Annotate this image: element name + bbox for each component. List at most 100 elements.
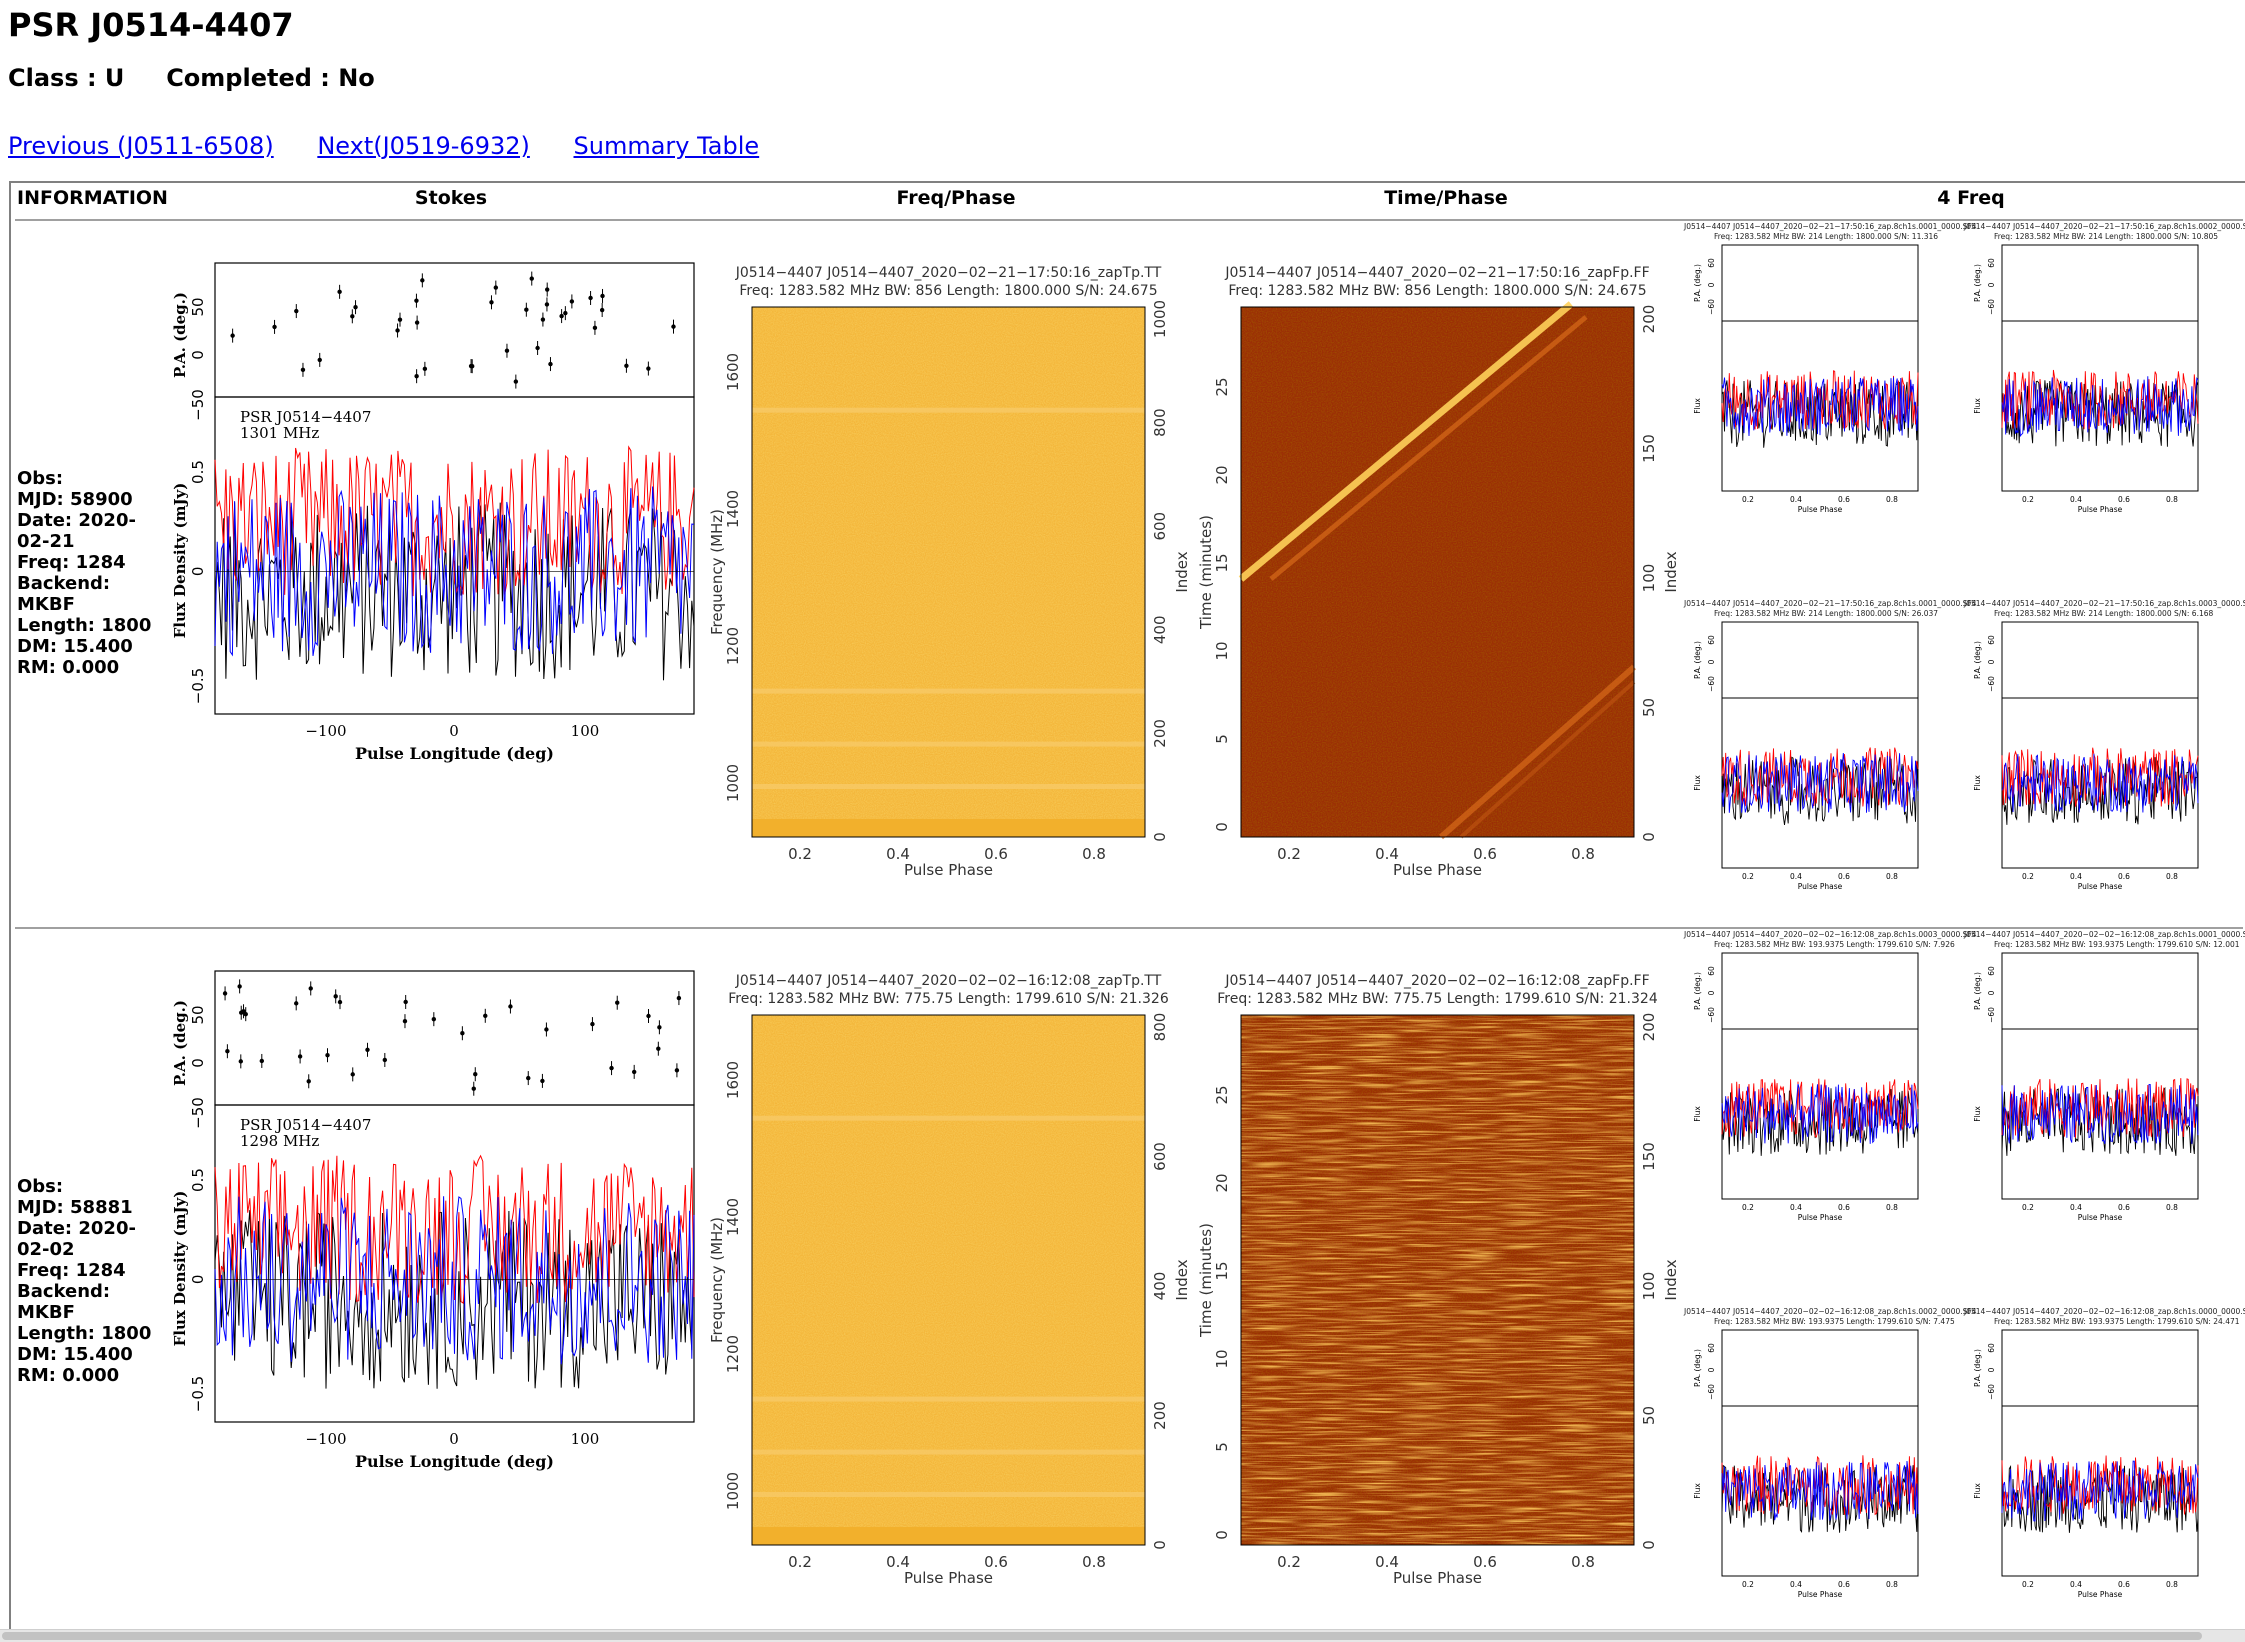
sub-pa-panel [1721,1329,1919,1407]
info-obs: Obs: [17,1176,64,1197]
sub-pa-tick: 0 [1707,659,1716,664]
pulse-track [1269,315,1588,581]
sub-stokes-v [2001,376,2199,438]
flux-panel [214,1104,695,1423]
pa-point [402,1018,408,1024]
pa-point [297,1054,303,1059]
plot-subtitle: Freq: 1283.582 MHz BW: 856 Length: 1800.… [1228,283,1646,299]
pa-point [493,285,499,290]
sub-flux-axis: Flux [1973,1106,1982,1122]
header-freq-phase: Freq/Phase [896,187,1016,209]
time-phase-noise [1241,307,1634,837]
pa-point [397,317,403,322]
pa-point [294,308,299,314]
pa-point [544,1027,549,1032]
y-tick: 0 [1213,822,1231,832]
pa-point [646,366,651,371]
right-tick: 400 [1151,1272,1169,1301]
sub-pa-tick: 60 [1707,966,1716,976]
sub-pa-tick: −60 [1987,1384,1996,1400]
y-tick: 25 [1213,1085,1231,1104]
plot-frame [751,1014,1146,1546]
sub-pa-panel [2001,952,2199,1030]
y-tick: 1400 [724,1198,742,1236]
sub-pa-panel [2001,244,2199,322]
plot-title: J0514−4407 J0514−4407_2020−02−02−16:12:0… [1224,973,1649,989]
x-tick: −100 [305,1430,346,1448]
sub-stokes-v [2001,1084,2199,1145]
mhz-label: 1301 MHz [240,424,319,442]
sub-freq-plot: J0514−4407 J0514−4407_2020−02−02−16:12:0… [1683,930,1977,1222]
sub-x-tick: 0.4 [2070,495,2082,504]
sub-stokes-v [2001,1460,2199,1522]
sub-stokes-v [2001,753,2199,813]
sub-pa-tick: 0 [1987,1367,1996,1372]
header-time-phase: Time/Phase [1384,187,1508,209]
rfi-band [752,741,1145,747]
sub-pa-tick: −60 [1707,1384,1716,1400]
flux-tick: 0 [189,567,207,577]
pa-point [615,1000,620,1005]
pa-point [559,313,564,319]
right-tick: 400 [1151,615,1169,644]
sub-pa-tick: 0 [1707,990,1716,995]
info-obs: Obs: [17,468,64,489]
sub-pa-panel [1721,621,1919,699]
y-tick: 10 [1213,1349,1231,1368]
pa-point [646,1013,651,1019]
sub-flux-axis: Flux [1693,775,1702,791]
pa-point [308,986,313,991]
right-tick: 200 [1151,1401,1169,1430]
sub-x-tick: 0.4 [2070,1580,2082,1589]
info-backend: Backend: MKBF [17,1281,111,1323]
sub-freq-plot: J0514−4407 J0514−4407_2020−02−21−17:50:1… [1683,599,1977,891]
pa-point [631,1069,637,1075]
pa-point [337,999,343,1005]
time-phase-streaks [1241,1015,1634,1545]
pa-point [529,276,534,281]
right-tick: 200 [1640,305,1658,334]
sub-x-tick: 0.8 [1886,872,1898,881]
y-tick: 1000 [724,1472,742,1510]
pa-point [225,1049,230,1054]
sub-x-tick: 0.6 [1838,1580,1850,1589]
horizontal-scrollbar[interactable] [0,1629,2245,1642]
right-tick: 600 [1151,512,1169,541]
y-tick: 15 [1213,553,1231,572]
next-link[interactable]: Next(J0519-6932) [317,132,530,160]
y-tick: 5 [1213,1442,1231,1452]
x-tick: 0.2 [788,1553,812,1571]
sub-x-tick: 0.8 [1886,1580,1898,1589]
sub-pa-axis: P.A. (deg.) [1693,641,1702,679]
pa-point [526,1075,531,1081]
sub-pa-axis: P.A. (deg.) [1973,972,1982,1010]
x-axis-label: Pulse Phase [904,861,993,879]
sub-plot-subtitle: Freq: 1283.582 MHz BW: 193.9375 Length: … [1714,940,1955,949]
class-line: Class : U Completed : No [8,64,375,92]
pa-tick: 50 [189,297,207,316]
y-tick: 1200 [724,627,742,665]
psr-label: PSR J0514−4407 [240,408,371,426]
pa-panel [214,970,695,1106]
sub-x-axis: Pulse Phase [1798,882,1843,891]
sub-x-tick: 0.6 [2118,872,2130,881]
sub-pa-tick: 0 [1987,659,1996,664]
sub-x-tick: 0.2 [1742,1203,1754,1212]
sub-pa-tick: 0 [1987,282,1996,287]
time-phase-plot: J0514−4407 J0514−4407_2020−02−21−17:50:1… [1197,265,1680,879]
sub-stokes-l [1721,370,1919,430]
previous-link[interactable]: Previous (J0511-6508) [8,132,274,160]
sub-pa-axis: P.A. (deg.) [1973,264,1982,302]
info-mjd: MJD: 58900 [17,489,133,510]
sub-plot-title: J0514−4407 J0514−4407_2020−02−21−17:50:1… [1683,599,1977,608]
x-tick: 0.2 [788,845,812,863]
pa-point [674,1068,680,1073]
sub-flux-axis: Flux [1973,1483,1982,1499]
summary-table-link[interactable]: Summary Table [573,132,760,160]
scrollbar-thumb[interactable] [2,1632,2202,1640]
time-phase-plot: J0514−4407 J0514−4407_2020−02−02−16:12:0… [1197,973,1680,1587]
sub-x-axis: Pulse Phase [1798,1213,1843,1222]
sub-x-tick: 0.2 [2022,495,2034,504]
x-axis-label: Pulse Longitude (deg) [355,1452,554,1471]
right-tick: 100 [1640,564,1658,593]
